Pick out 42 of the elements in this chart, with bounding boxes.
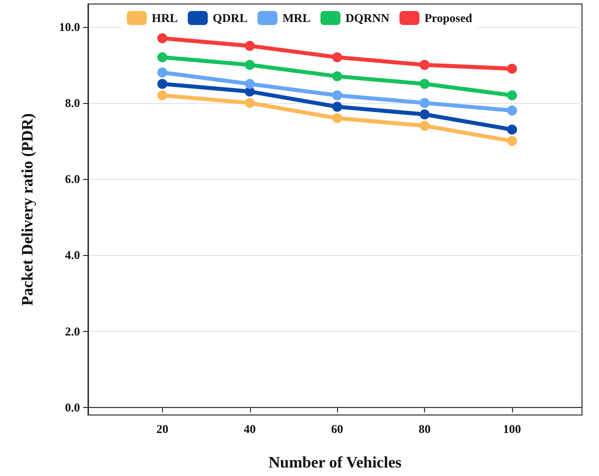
x-tick-label: 40 [244,422,256,436]
x-tick-label: 60 [331,422,344,436]
point [420,60,430,70]
x-tick-label: 20 [156,422,168,436]
x-tick-label: 100 [503,422,522,436]
legend-label: HRL [152,11,178,25]
point [332,113,342,124]
legend-label: QDRL [212,11,248,25]
point [420,109,430,120]
y-tick-label: 2.0 [65,324,80,338]
y-tick-label: 0.0 [65,400,80,414]
point [157,78,168,89]
point [244,78,255,89]
point [507,64,518,74]
y-axis-title: Packet Delivery ratio (PDR) [20,113,36,306]
legend-label: DQRNN [345,11,390,25]
y-tick-label: 6.0 [65,172,80,186]
point [332,102,342,112]
point [420,78,430,89]
legend-label: MRL [282,11,310,25]
y-tick-label: 10.0 [59,20,80,34]
point [420,98,430,108]
y-tick-label: 4.0 [65,248,80,262]
legend-label: Proposed [424,11,473,25]
point [157,33,168,44]
point [244,40,255,51]
point [507,136,518,146]
x-tick-label: 80 [418,422,431,436]
y-tick-label: 8.0 [65,96,80,110]
point [507,124,518,135]
point [244,98,255,108]
point [157,52,168,62]
point [332,71,342,82]
point [507,90,518,100]
point [332,90,342,100]
point [244,60,255,70]
point [157,90,168,100]
point [332,52,342,62]
point [420,120,430,131]
point [157,68,168,78]
x-axis-title: Number of Vehicles [268,454,402,472]
point [507,106,518,116]
